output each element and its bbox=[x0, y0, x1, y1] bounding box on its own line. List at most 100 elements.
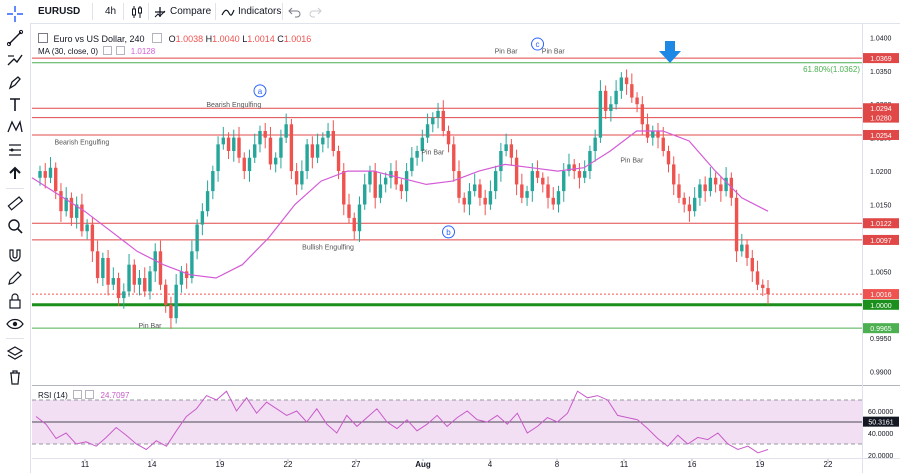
top-toolbar: EURUSD 4h Compare Indicators bbox=[30, 0, 900, 24]
rsi-eye-icon[interactable] bbox=[85, 390, 95, 399]
price-tag-label: 1.0000 bbox=[870, 303, 892, 310]
candle-body bbox=[551, 197, 555, 205]
layers-icon[interactable] bbox=[5, 344, 25, 364]
fib-tool-icon[interactable] bbox=[5, 50, 25, 70]
magnet-icon[interactable] bbox=[5, 245, 25, 265]
candle-body bbox=[383, 177, 388, 185]
price-tick-label: 1.0400 bbox=[870, 35, 892, 42]
trend-line-icon[interactable] bbox=[5, 28, 25, 48]
crosshair-icon[interactable] bbox=[5, 4, 25, 24]
rsi-value-tag bbox=[863, 416, 899, 427]
ruler-icon[interactable] bbox=[5, 193, 25, 213]
time-tick-label: 8 bbox=[555, 460, 560, 469]
rsi-settings-icon[interactable] bbox=[73, 390, 83, 399]
price-tag bbox=[863, 289, 899, 300]
candle-body bbox=[184, 271, 189, 279]
candle-body bbox=[452, 144, 456, 172]
candle-body bbox=[708, 177, 713, 192]
candle-body bbox=[520, 184, 524, 198]
open-label: O bbox=[168, 34, 176, 44]
candle-body bbox=[493, 171, 498, 192]
zoom-icon[interactable] bbox=[5, 216, 25, 236]
pattern-annotation: Bullish Engulfing bbox=[302, 244, 354, 251]
candle-body bbox=[441, 110, 445, 131]
candle-body bbox=[331, 130, 335, 152]
legend-square-icon bbox=[152, 33, 163, 43]
candle-body bbox=[90, 224, 95, 252]
rsi-value: 24.7097 bbox=[100, 391, 130, 400]
candle-body bbox=[761, 284, 765, 289]
eye-toggle-icon[interactable] bbox=[115, 46, 125, 55]
prediction-icon[interactable] bbox=[5, 140, 25, 160]
toolbar-divider bbox=[123, 3, 124, 20]
candle-body bbox=[336, 151, 341, 172]
settings-icon[interactable] bbox=[103, 46, 113, 55]
candle-body bbox=[258, 130, 262, 145]
lock-icon[interactable] bbox=[5, 291, 25, 311]
candle-body bbox=[357, 204, 362, 232]
time-tick-label: 11 bbox=[81, 460, 90, 469]
candle-body bbox=[614, 90, 618, 105]
candle-body bbox=[169, 304, 173, 319]
interval-selector[interactable]: 4h bbox=[105, 6, 117, 17]
pencil-lock-icon[interactable] bbox=[5, 268, 25, 288]
candle-body bbox=[473, 184, 477, 192]
candle-body bbox=[724, 177, 728, 192]
price-tag-label: 1.0254 bbox=[870, 133, 892, 140]
price-tag-label: 1.0122 bbox=[870, 221, 892, 228]
candle-body bbox=[347, 204, 351, 218]
undo-icon[interactable] bbox=[288, 5, 302, 19]
candle-body bbox=[200, 211, 205, 225]
text-icon[interactable] bbox=[5, 95, 25, 115]
candle-body bbox=[499, 151, 503, 172]
arrow-up-icon[interactable] bbox=[5, 163, 25, 183]
pattern-annotation: Pin Bar bbox=[421, 149, 445, 156]
candle-body bbox=[268, 137, 273, 165]
candle-body bbox=[698, 184, 702, 198]
eye-icon[interactable] bbox=[5, 314, 25, 334]
candles-icon[interactable] bbox=[130, 5, 144, 19]
price-tick-label: 0.9950 bbox=[870, 336, 892, 343]
wave-label: b bbox=[446, 228, 451, 237]
candle-body bbox=[588, 151, 592, 172]
price-tag-label: 1.0369 bbox=[870, 56, 892, 63]
pattern-icon[interactable] bbox=[5, 117, 25, 137]
indicators-icon[interactable] bbox=[221, 5, 235, 19]
candle-body bbox=[562, 171, 566, 192]
collapse-icon[interactable] bbox=[38, 33, 48, 43]
candle-body bbox=[509, 144, 514, 158]
candle-body bbox=[740, 244, 744, 252]
candle-body bbox=[546, 184, 550, 198]
candle-body bbox=[609, 104, 613, 111]
candle-body bbox=[446, 130, 451, 145]
candle-body bbox=[436, 110, 440, 118]
candle-body bbox=[572, 164, 576, 172]
price-tag-label: 0.9965 bbox=[870, 326, 892, 333]
brush-icon[interactable] bbox=[5, 73, 25, 93]
indicators-button[interactable]: Indicators bbox=[238, 6, 282, 17]
candle-body bbox=[237, 137, 241, 158]
symbol-search[interactable]: EURUSD bbox=[38, 6, 81, 17]
candle-body bbox=[661, 137, 665, 152]
ma-legend: MA (30, close, 0) 1.0128 bbox=[38, 46, 155, 56]
candle-body bbox=[315, 144, 320, 158]
time-tick-label: 11 bbox=[620, 460, 629, 469]
candle-body bbox=[692, 197, 697, 212]
candle-body bbox=[719, 184, 723, 192]
compare-button[interactable]: Compare bbox=[170, 6, 212, 17]
candle-body bbox=[305, 144, 309, 172]
redo-icon[interactable] bbox=[308, 5, 322, 19]
candle-body bbox=[143, 278, 147, 292]
candle-body bbox=[425, 124, 430, 138]
rsi-tick-label: 20.0000 bbox=[868, 453, 893, 460]
candle-body bbox=[273, 157, 278, 165]
candle-body bbox=[190, 251, 194, 279]
high-value: 1.0040 bbox=[212, 34, 240, 44]
candle-body bbox=[116, 278, 121, 299]
trash-icon[interactable] bbox=[5, 367, 25, 387]
compare-icon[interactable] bbox=[153, 5, 167, 19]
candle-body bbox=[577, 171, 582, 178]
price-tag bbox=[863, 112, 899, 123]
price-tag-label: 1.0016 bbox=[870, 292, 892, 299]
